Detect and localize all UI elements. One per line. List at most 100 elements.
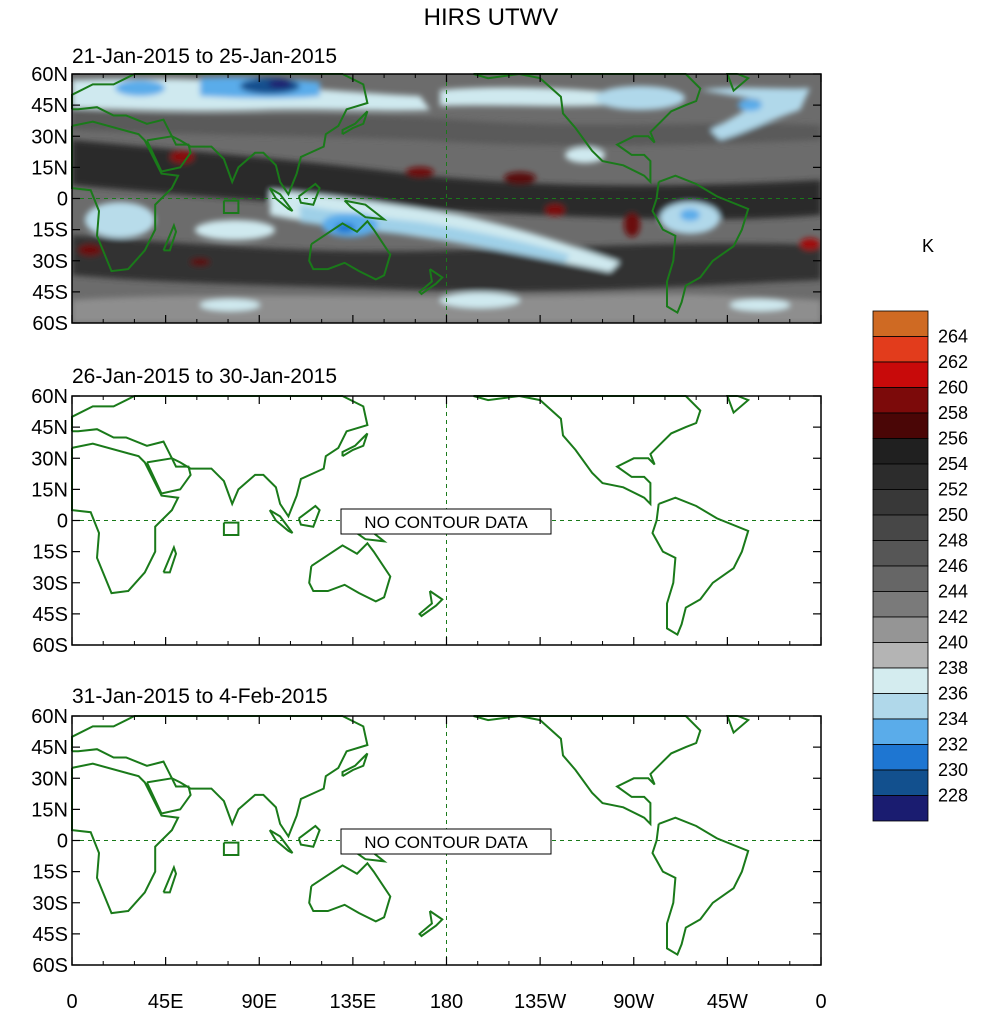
colorbar-label: 256 — [938, 429, 968, 449]
panel-2-nodata-label: NO CONTOUR DATA — [364, 513, 528, 532]
colorbar-swatch — [872, 591, 929, 618]
lon-label: 90E — [241, 991, 277, 1013]
panel-3-subtitle: 31-Jan-2015 to 4-Feb-2015 — [72, 685, 328, 708]
panel-3-nodata: NO CONTOUR DATA — [340, 828, 552, 855]
continent-outline — [473, 72, 702, 185]
colorbar-swatch — [872, 718, 929, 745]
continent-outline — [145, 777, 192, 815]
panel-2-nodata: NO CONTOUR DATA — [340, 508, 552, 535]
lat-label: 45N — [31, 95, 68, 117]
colorbar-swatch — [872, 642, 929, 669]
colorbar-label: 250 — [938, 505, 968, 525]
lat-label: 30N — [31, 768, 68, 790]
lat-label: 15S — [32, 542, 68, 564]
colorbar-swatch — [872, 387, 929, 414]
lat-label: 15S — [32, 220, 68, 242]
axis-labels: 60N 45N 30N 15N 0 15S 30S 45S 60S 60N 45N 30N 15N 0 15… — [31, 64, 826, 1013]
lat-label: 60S — [32, 955, 68, 977]
lat-label: 30S — [32, 573, 68, 595]
continent-outline — [71, 762, 180, 915]
panel-1: 21-Jan-2015 to 25-Jan-2015 — [72, 45, 821, 323]
colorbar-label: 242 — [938, 607, 968, 627]
colorbar-label: 244 — [938, 582, 968, 602]
colorbar-swatch — [872, 795, 929, 822]
continent-outline — [222, 521, 240, 536]
continent-outline — [297, 824, 321, 848]
lat-label: 0 — [57, 189, 68, 211]
colorbar-swatch — [872, 667, 929, 694]
panel-3-nodata-label: NO CONTOUR DATA — [364, 833, 528, 852]
lat-label: 30N — [31, 448, 68, 470]
continent-outline — [725, 395, 751, 415]
lat-label: 15N — [31, 157, 68, 179]
colorbar-label: 248 — [938, 531, 968, 551]
lat-label: 60S — [32, 313, 68, 335]
colorbar-swatch — [872, 310, 929, 337]
colorbar-swatch — [872, 744, 929, 771]
units-label: K — [922, 236, 934, 256]
colorbar-label: 262 — [938, 352, 968, 372]
lat-label: 15N — [31, 479, 68, 501]
lat-label: 45S — [32, 604, 68, 626]
continent-outline — [162, 544, 178, 574]
panel-1-subtitle: 21-Jan-2015 to 25-Jan-2015 — [72, 45, 337, 68]
colorbar: 264 262 260 258 256 254 252 250 248 246 244 242 240 2… — [872, 310, 968, 822]
continent-outline — [341, 432, 369, 458]
panel-frames — [71, 73, 822, 966]
colorbar-label: 258 — [938, 403, 968, 423]
colorbar-label: 228 — [938, 786, 968, 806]
continent-outline — [222, 841, 240, 856]
lat-label: 0 — [57, 511, 68, 533]
lon-label: 90W — [613, 991, 654, 1013]
colorbar-label: 252 — [938, 480, 968, 500]
lat-label: 60S — [32, 635, 68, 657]
continent-outline — [341, 752, 369, 778]
colorbar-label: 230 — [938, 760, 968, 780]
continent-outline — [268, 187, 294, 212]
lat-label: 30S — [32, 251, 68, 273]
lat-label: 60N — [31, 706, 68, 728]
colorbar-label: 260 — [938, 378, 968, 398]
lat-label: 45S — [32, 282, 68, 304]
lon-label: 180 — [430, 991, 463, 1013]
continent-outline — [651, 816, 750, 957]
colorbar-swatch — [872, 438, 929, 465]
continent-outline — [268, 509, 294, 534]
continent-outline — [145, 457, 192, 495]
lon-label: 45W — [707, 991, 748, 1013]
colorbar-swatch — [872, 463, 929, 490]
colorbar-label: 238 — [938, 658, 968, 678]
colorbar-swatch — [872, 565, 929, 592]
continent-outline — [308, 861, 392, 923]
colorbar-swatch — [872, 693, 929, 720]
continent-outline — [308, 219, 392, 281]
figure-title: HIRS UTWV — [424, 4, 559, 31]
continent-outline — [297, 182, 321, 206]
colorbar-swatch — [872, 489, 929, 516]
continent-outline — [343, 199, 388, 221]
lat-label: 15S — [32, 862, 68, 884]
panel-2-subtitle: 26-Jan-2015 to 30-Jan-2015 — [72, 365, 337, 388]
lat-label: 60N — [31, 64, 68, 86]
panel-3: 31-Jan-2015 to 4-Feb-2015 — [72, 685, 328, 708]
lat-label: 45N — [31, 417, 68, 439]
lon-label: 45E — [148, 991, 184, 1013]
continent-outline — [418, 590, 444, 618]
continent-outline — [71, 395, 369, 519]
lat-label: 60N — [31, 386, 68, 408]
colorbar-swatch — [872, 540, 929, 567]
colorbar-swatch — [872, 361, 929, 388]
continent-outline — [162, 864, 178, 894]
lon-label: 0 — [815, 991, 826, 1013]
lat-label: 45S — [32, 924, 68, 946]
continent-outline — [145, 135, 192, 173]
continent-outline — [473, 714, 702, 827]
colorbar-label: 240 — [938, 633, 968, 653]
colorbar-swatch — [872, 616, 929, 643]
lat-label: 30S — [32, 893, 68, 915]
colorbar-swatch — [872, 412, 929, 439]
colorbar-label: 234 — [938, 709, 968, 729]
continent-outline — [222, 199, 240, 214]
colorbar-label: 264 — [938, 327, 968, 347]
